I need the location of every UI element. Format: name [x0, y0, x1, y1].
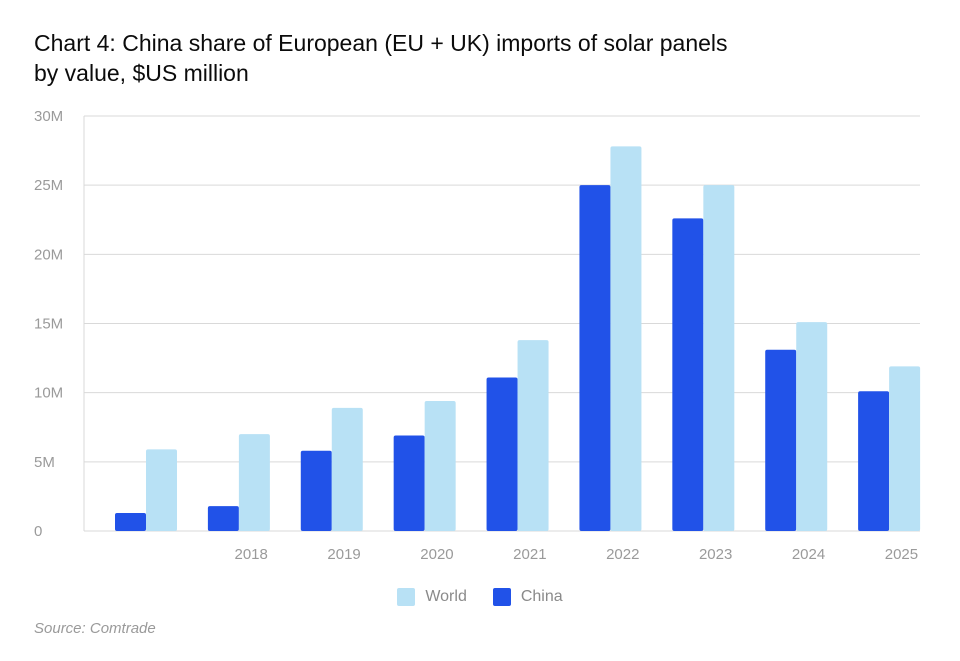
y-tick-label: 0: [34, 523, 42, 540]
x-axis-tick-labels: 2018 2019 2020 2021 2022 2023 2024 2025: [235, 546, 919, 563]
y-tick-label: 20M: [34, 246, 63, 263]
bar-china: [300, 450, 332, 531]
x-tick-label: 2024: [792, 546, 825, 563]
x-tick-label: 2021: [513, 546, 546, 563]
bar-world: [517, 340, 549, 531]
bar-world: [331, 407, 363, 531]
source-note: Source: Comtrade: [34, 620, 156, 637]
bar-world: [146, 449, 177, 531]
y-tick-label: 25M: [34, 177, 63, 194]
x-tick-label: 2020: [420, 546, 453, 563]
legend-item-world[interactable]: World: [397, 588, 467, 606]
bar-world: [889, 366, 921, 531]
bar-china: [115, 513, 146, 531]
legend: World China: [0, 588, 960, 606]
bar-china: [858, 391, 890, 531]
bar-world: [610, 146, 642, 531]
y-tick-label: 30M: [34, 108, 63, 125]
x-tick-label: 2022: [606, 546, 639, 563]
y-tick-label: 10M: [34, 385, 63, 402]
legend-label-china: China: [520, 588, 563, 605]
legend-label-world: World: [425, 588, 467, 605]
legend-item-china[interactable]: China: [492, 588, 563, 606]
bar-world: [238, 434, 270, 531]
chart-title: Chart 4: China share of European (EU + U…: [34, 30, 728, 86]
bar-china: [486, 377, 518, 531]
bar-china: [393, 435, 425, 531]
y-tick-label: 15M: [34, 316, 63, 333]
legend-swatch-china: [492, 588, 511, 606]
bar-world: [424, 400, 456, 531]
x-tick-label: 2023: [699, 546, 732, 563]
y-axis-tick-labels: 0 5M 10M 15M 20M 25M 30M: [34, 108, 63, 540]
legend-swatch-world: [397, 588, 416, 606]
bar-world: [703, 185, 735, 531]
y-tick-label: 5M: [34, 454, 55, 471]
bars: [115, 146, 921, 531]
bar-china: [207, 506, 239, 531]
bar-world: [796, 322, 828, 531]
bar-china: [579, 185, 611, 531]
x-tick-label: 2018: [235, 546, 268, 563]
bar-china: [765, 349, 797, 531]
x-tick-label: 2019: [327, 546, 360, 563]
x-tick-label: 2025: [885, 546, 918, 563]
bar-china: [672, 218, 704, 531]
